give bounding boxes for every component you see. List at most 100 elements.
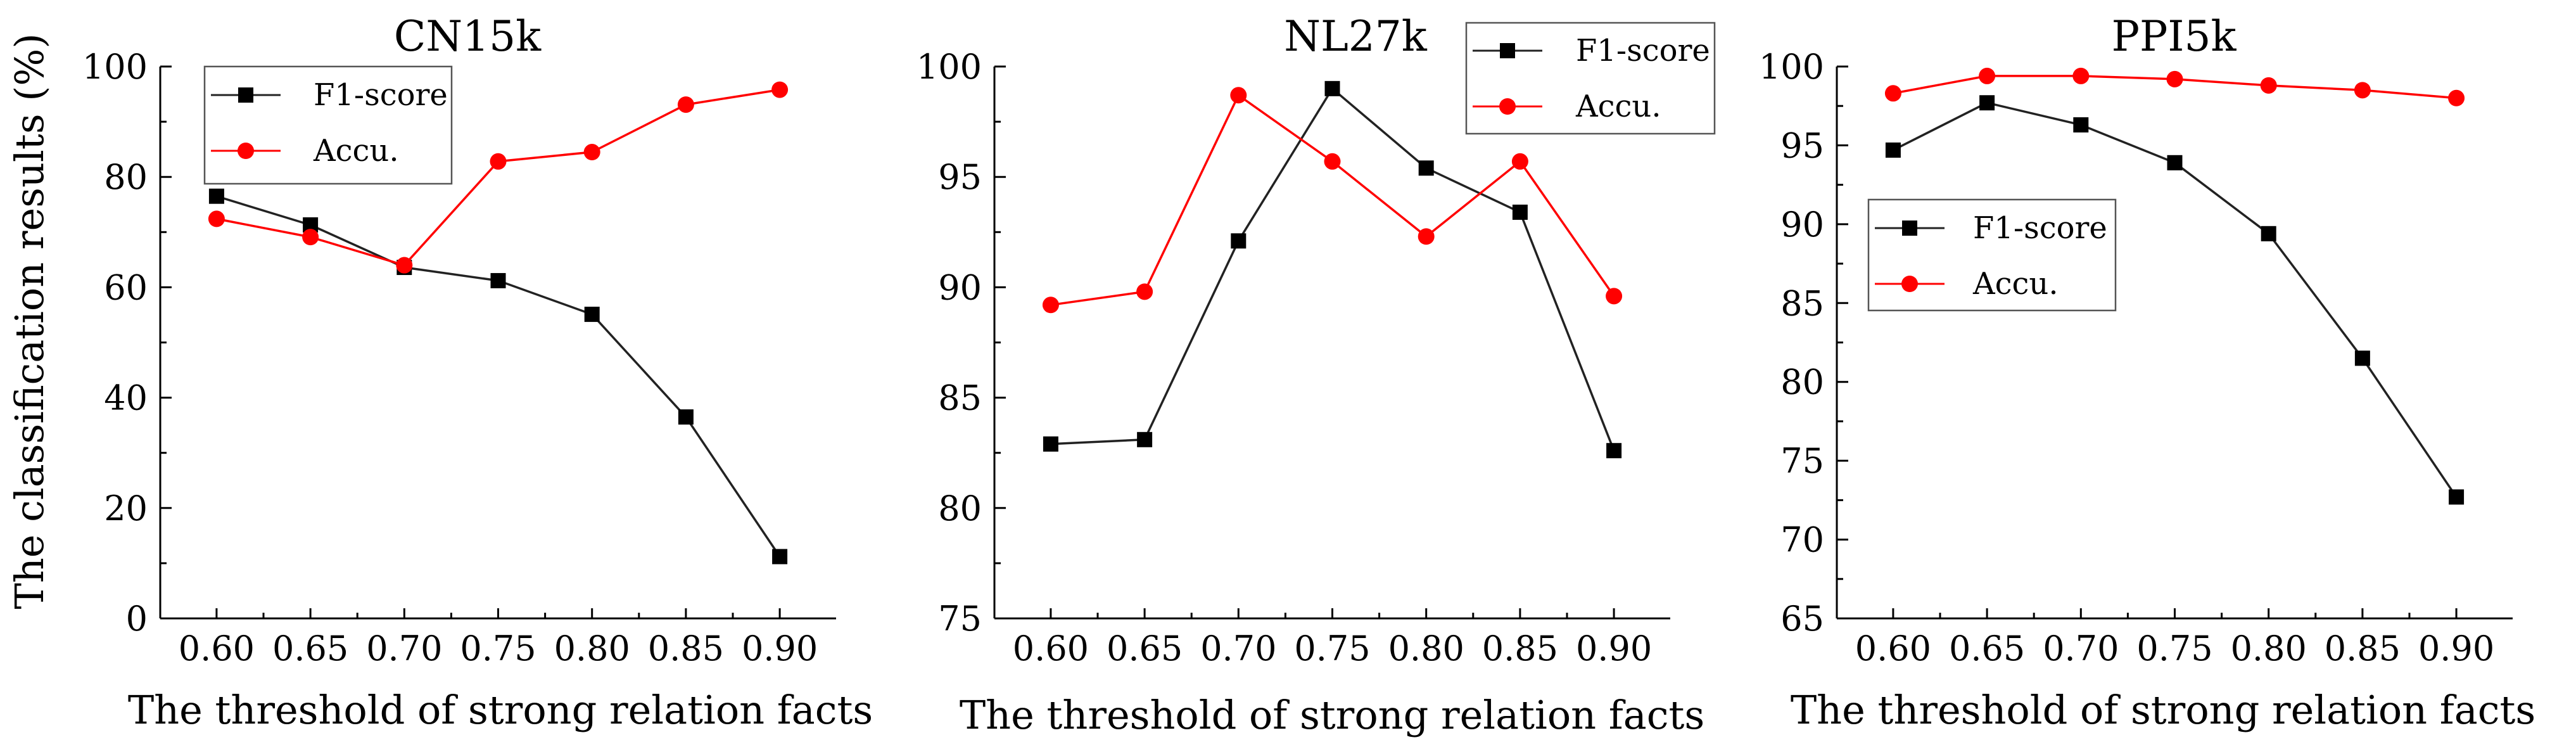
panel-ppi5k-y-tick-label: 80 (1780, 362, 1824, 402)
panel-cn15k-accu-point (208, 210, 225, 227)
panel-cn15k-accu-point (396, 257, 413, 274)
panel-nl27k-series (1042, 80, 1623, 459)
panel-ppi5k-f1-point (2167, 155, 2183, 170)
panel-ppi5k-x-tick-label: 0.75 (2136, 629, 2212, 668)
panel-nl27k-x-tick-label: 0.80 (1388, 629, 1464, 668)
panel-ppi5k-accu-point (2072, 67, 2090, 84)
panel-cn15k-x-ticks: 0.60 0.65 0.70 0.75 0.80 0.85 0.90 (179, 608, 818, 668)
panel-nl27k-x-tick-label: 0.85 (1482, 629, 1558, 668)
panel-ppi5k-f1-point (2449, 489, 2465, 505)
panel-nl27k-title: NL27k (1284, 12, 1428, 61)
panel-nl27k-xlabel: The threshold of strong relation facts (960, 692, 1704, 738)
panel-nl27k-f1-point (1418, 160, 1434, 176)
panel-ppi5k-y-tick-label: 100 (1759, 47, 1824, 87)
panel-cn15k-f1-point (584, 307, 600, 323)
panel-cn15k-legend-accu-label: Accu. (313, 133, 399, 169)
panel-nl27k-y-tick-label: 85 (938, 378, 982, 418)
panel-nl27k-accu-point (1230, 87, 1247, 104)
panel-cn15k-f1-line (216, 195, 781, 558)
panel-cn15k-series (208, 81, 789, 565)
panel-cn15k-x-tick-label: 0.85 (648, 629, 724, 668)
panel-nl27k-x-ticks: 0.60 0.65 0.70 0.75 0.80 0.85 0.90 (1013, 608, 1652, 668)
panel-nl27k-legend-box (1465, 22, 1716, 135)
panel-nl27k-x-tick-label: 0.65 (1107, 629, 1183, 668)
panel-ppi5k-f1-point (1885, 142, 1901, 158)
panel-nl27k-accu-point (1511, 153, 1528, 170)
panel-nl27k-x-tick-label: 0.90 (1576, 629, 1652, 668)
panel-ppi5k-accu-point (2260, 77, 2277, 94)
panel-ppi5k-y-tick-label: 90 (1780, 205, 1824, 245)
panel-cn15k-x-tick-label: 0.60 (179, 629, 255, 668)
panel-nl27k-f1-line (1050, 87, 1615, 451)
panel-nl27k-legend-accu-label: Accu. (1575, 89, 1661, 124)
panel-nl27k-legend: F1-score Accu. (1465, 22, 1716, 135)
panel-cn15k-y-tick-label: 60 (104, 267, 148, 307)
panel-ppi5k-f1-point (2073, 117, 2089, 133)
panel-cn15k-accu-point (302, 229, 319, 246)
panel-ppi5k-y-tick-label: 75 (1780, 441, 1824, 481)
panel-ppi5k-accu-point (2354, 82, 2371, 99)
panel-ppi5k-legend-accu-label: Accu. (1972, 266, 2059, 302)
panel-ppi5k-x-tick-label: 0.70 (2043, 629, 2119, 668)
panel-ppi5k-series (1884, 67, 2465, 505)
panel-cn15k-x-tick-label: 0.90 (742, 629, 818, 668)
panel-nl27k-accu-point (1324, 153, 1341, 170)
panel-cn15k-legend-f1-label: F1-score (314, 77, 448, 113)
panel-cn15k-xlabel: The threshold of strong relation facts (128, 687, 873, 733)
panel-ppi5k-xlabel: The threshold of strong relation facts (1791, 687, 2535, 733)
panel-nl27k-x-tick-label: 0.75 (1294, 629, 1370, 668)
panel-ppi5k-x-tick-label: 0.65 (1949, 629, 2025, 668)
panel-nl27k-f1-point (1324, 80, 1340, 96)
panel-ppi5k-legend-f1-marker (1902, 220, 1917, 236)
panel-ppi5k-x-tick-label: 0.60 (1855, 629, 1931, 668)
panel-ppi5k-accu-point (1979, 67, 1996, 84)
panel-ppi5k-x-ticks: 0.60 0.65 0.70 0.75 0.80 0.85 0.90 (1855, 608, 2494, 668)
panel-nl27k-y-tick-label: 100 (917, 47, 982, 87)
panel-ppi5k-y-tick-label: 70 (1780, 520, 1824, 560)
panel-nl27k-f1-point (1231, 233, 1247, 249)
panel-cn15k-x-tick-label: 0.75 (460, 629, 536, 668)
panel-cn15k-y-tick-label: 80 (104, 157, 148, 197)
panel-cn15k-y-tick-label: 100 (82, 47, 148, 87)
panel-nl27k: NL27k The threshold of strong relation f… (917, 12, 1716, 738)
panel-nl27k-f1-point (1606, 443, 1622, 459)
panel-nl27k-f1-point (1043, 436, 1058, 452)
panel-nl27k-legend-f1-marker (1500, 43, 1515, 58)
panel-ppi5k-x-tick-label: 0.80 (2231, 629, 2307, 668)
panel-ppi5k-y-tick-label: 65 (1780, 599, 1824, 639)
panel-ppi5k-x-tick-label: 0.85 (2325, 629, 2401, 668)
panel-cn15k-f1-point (490, 272, 506, 288)
panel-ppi5k-x-tick-label: 0.90 (2418, 629, 2494, 668)
panel-ppi5k-f1-point (2261, 226, 2276, 241)
panel-cn15k-x-tick-label: 0.80 (554, 629, 630, 668)
panel-ppi5k-accu-point (1884, 85, 1901, 102)
panel-cn15k-x-tick-label: 0.65 (272, 629, 348, 668)
panel-nl27k-legend-accu-marker (1499, 98, 1516, 115)
panel-ppi5k-y-tick-label: 95 (1780, 125, 1824, 165)
panel-cn15k-ylabel: The classification results (%) (6, 33, 53, 609)
panel-cn15k-legend-box (203, 65, 453, 185)
panel-nl27k-x-tick-label: 0.60 (1013, 629, 1089, 668)
panel-cn15k-legend: F1-score Accu. (203, 65, 453, 185)
panel-ppi5k-f1-point (1979, 95, 1995, 111)
panel-cn15k: CN15k The classification results (%) The… (6, 12, 873, 733)
panel-cn15k-f1-point (772, 549, 788, 565)
panel-nl27k-legend-f1-label: F1-score (1576, 33, 1710, 68)
panel-nl27k-y-ticks: 75 80 85 90 95 100 (917, 47, 1006, 639)
panel-cn15k-legend-f1-marker (238, 87, 253, 103)
panel-nl27k-y-tick-label: 95 (938, 157, 982, 197)
panel-cn15k-y-tick-label: 0 (126, 599, 148, 639)
panel-ppi5k-accu-point (2166, 70, 2183, 87)
panel-cn15k-title: CN15k (394, 12, 542, 61)
panel-cn15k-y-tick-label: 40 (104, 378, 148, 418)
panel-cn15k-f1-point (208, 188, 224, 204)
panel-ppi5k: PPI5k The threshold of strong relation f… (1759, 12, 2535, 733)
panel-cn15k-y-tick-label: 20 (104, 489, 148, 528)
panel-nl27k-f1-point (1512, 204, 1528, 220)
panel-cn15k-accu-point (677, 96, 694, 113)
panel-nl27k-accu-point (1136, 283, 1153, 300)
panel-cn15k-accu-point (583, 144, 600, 161)
panel-cn15k-y-ticks: 0 20 40 60 80 100 (82, 47, 172, 639)
panel-cn15k-legend-accu-marker (238, 143, 254, 159)
